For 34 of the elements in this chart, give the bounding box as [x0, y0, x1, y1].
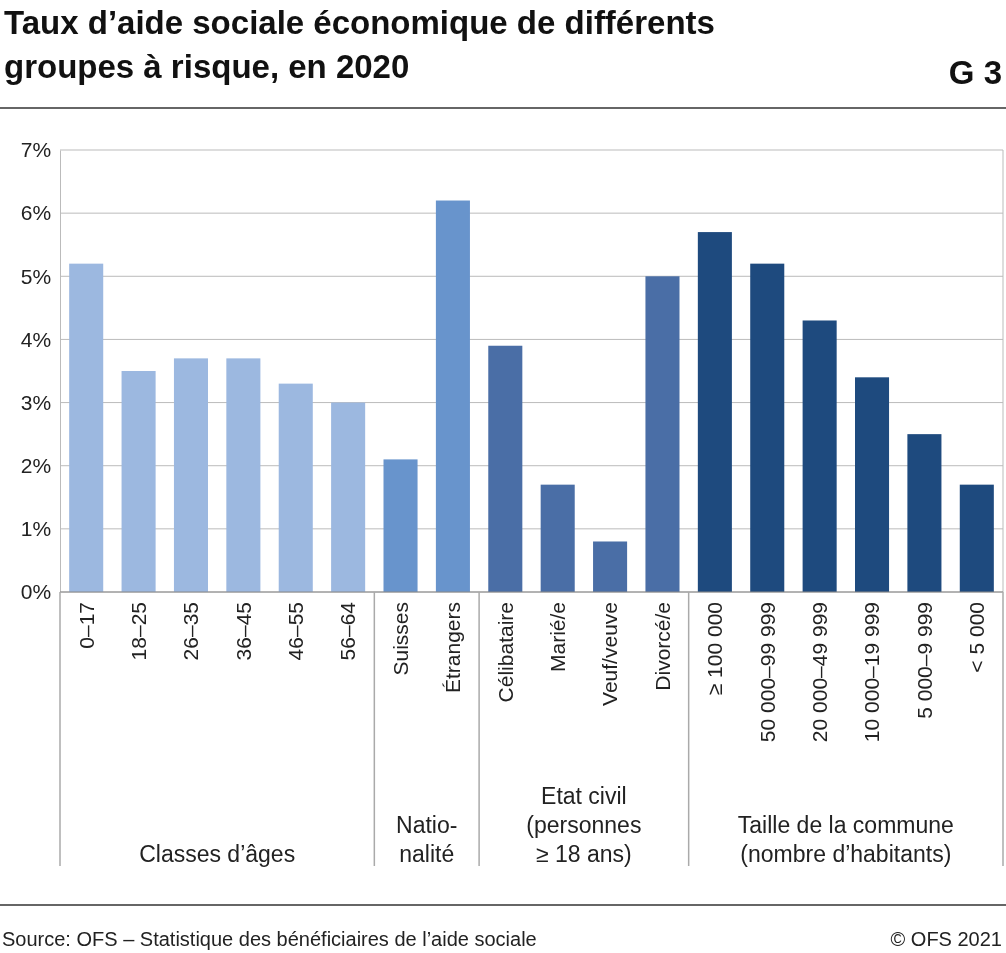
- x-tick-label: 20 000–49 999: [807, 602, 831, 743]
- text: Classes d’âges: [139, 841, 296, 867]
- x-tick-label: ≥ 100 000: [703, 602, 727, 696]
- x-tick-label: 10 000–19 999: [860, 602, 884, 743]
- y-tick-label: 5%: [20, 264, 52, 288]
- x-tick-label: < 5 000: [965, 602, 989, 673]
- x-tick-label: 50 000–99 999: [755, 602, 779, 743]
- y-tick-label: 2%: [20, 453, 52, 477]
- text: G 3: [948, 54, 1002, 91]
- x-tick-label: 5 000–9 999: [912, 602, 936, 719]
- x-tick-label: Étrangers: [441, 602, 465, 694]
- x-tick-label: 18–25: [126, 602, 150, 661]
- source-note: Source: OFS – Statistique des bénéficiaires de l’aide sociale: [2, 928, 537, 950]
- x-tick-label: Suisses: [388, 602, 412, 676]
- y-tick-label: 7%: [20, 138, 52, 162]
- y-tick-label: 1%: [20, 517, 52, 541]
- text: Etat civil (personnes ≥ 18 ans): [526, 783, 642, 867]
- x-tick-label: Célibataire: [493, 602, 517, 703]
- x-tick-label: 46–55: [284, 602, 308, 661]
- x-tick-label: 36–45: [231, 602, 255, 661]
- y-tick-label: 3%: [20, 390, 52, 414]
- x-tick-label: 0–17: [74, 602, 98, 649]
- text: Natio- nalité: [396, 812, 458, 867]
- y-tick-label: 4%: [20, 327, 52, 351]
- x-tick-label: 56–64: [336, 601, 360, 661]
- x-tick-label: Divorcé/e: [650, 602, 674, 691]
- y-tick-label: 0%: [20, 580, 52, 604]
- x-tick-label: Veuf/veuve: [598, 602, 622, 706]
- y-tick-label: 6%: [20, 201, 52, 225]
- x-tick-label: Marié/e: [546, 602, 570, 673]
- x-tick-label: 26–35: [179, 602, 203, 661]
- chart-title: Taux d’aide sociale économique de différents groupes à risque, en 2020: [4, 4, 715, 85]
- text: © OFS 2021: [890, 928, 1002, 950]
- text: Taille de la commune (nombre d’habitants): [737, 812, 954, 867]
